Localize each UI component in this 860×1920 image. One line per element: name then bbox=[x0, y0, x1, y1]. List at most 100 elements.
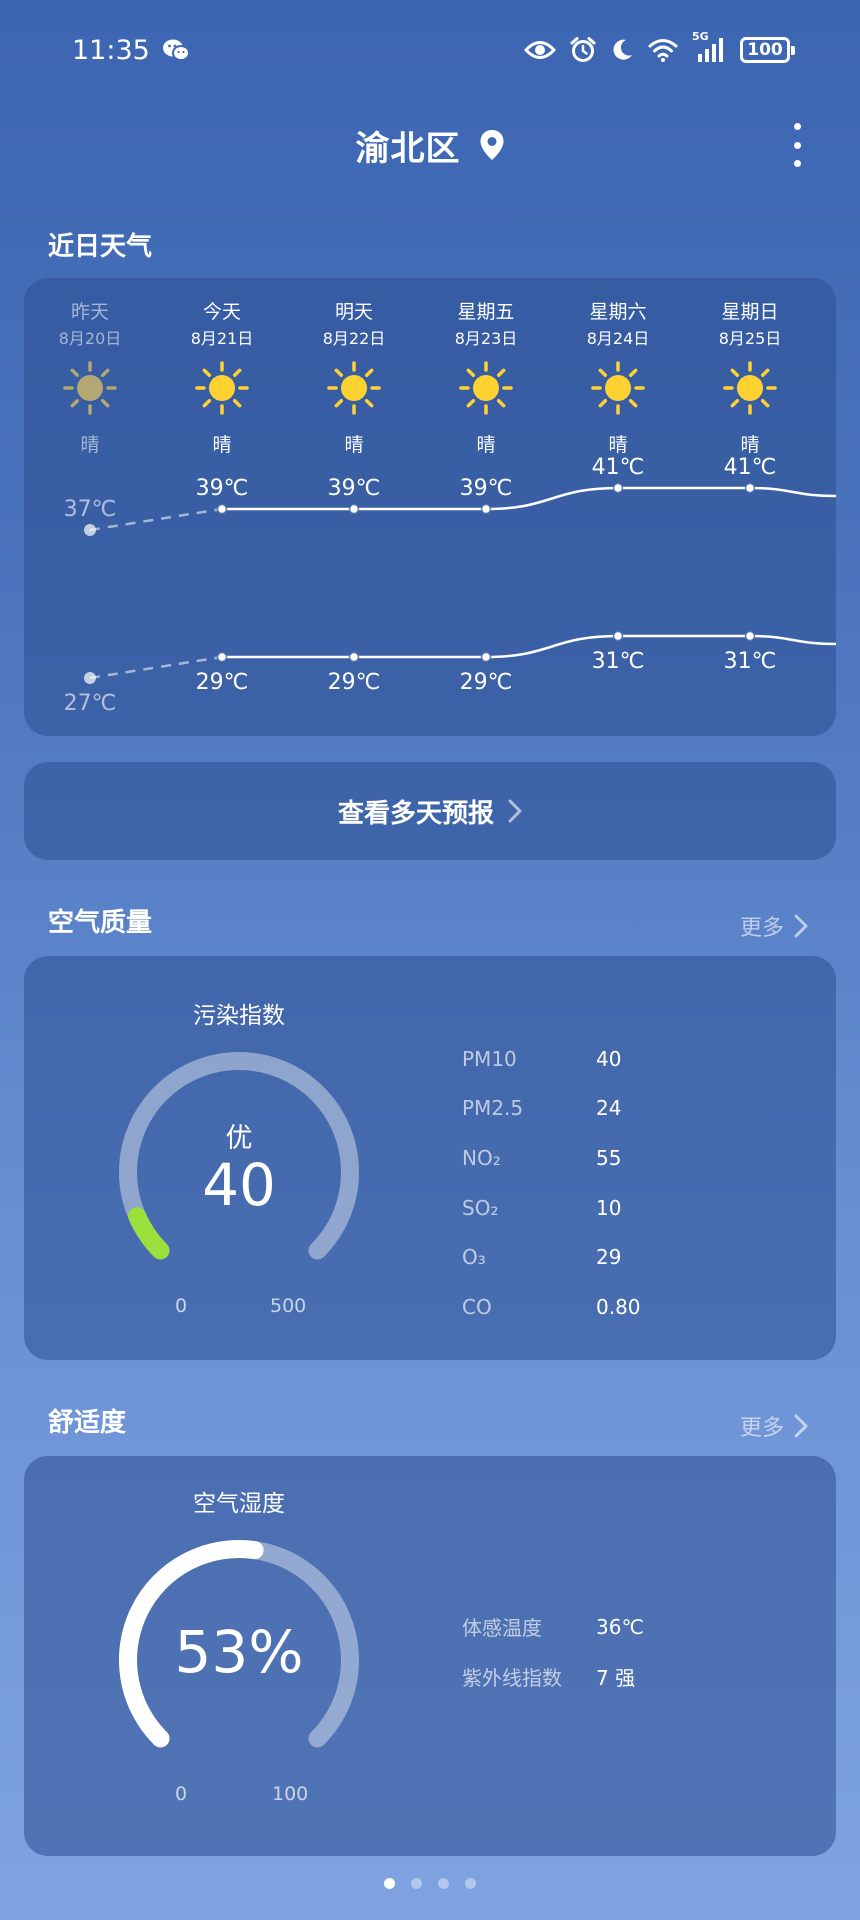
menu-dot-icon bbox=[793, 160, 801, 167]
battery-level: 100 bbox=[747, 40, 783, 60]
comfort-more-link[interactable]: 更多 bbox=[740, 1410, 808, 1442]
pollution-gauge-max: 500 bbox=[270, 1295, 307, 1317]
forecast-day-condition: 晴 bbox=[476, 434, 496, 456]
page-dot[interactable] bbox=[384, 1878, 395, 1889]
high-temperature-yesterday-segment bbox=[89, 507, 223, 532]
moon-icon bbox=[613, 39, 632, 60]
air-quality-section-title: 空气质量 bbox=[48, 908, 153, 938]
pollution-gauge-fill bbox=[128, 1207, 170, 1260]
page-dot[interactable] bbox=[411, 1878, 422, 1889]
pollutant-row: CO 0.80 bbox=[462, 1282, 641, 1332]
low-temperature-point bbox=[612, 630, 624, 642]
sunny-icon bbox=[591, 361, 645, 415]
high-temperature-label: 39℃ bbox=[196, 476, 249, 501]
pollutant-value: 10 bbox=[596, 1195, 622, 1220]
location-title[interactable]: 渝北区 bbox=[355, 128, 461, 169]
forecast-day-condition: 晴 bbox=[212, 434, 232, 456]
comfort-metric-row: 紫外线指数 7 强 bbox=[462, 1652, 644, 1702]
forecast-day-date: 8月23日 bbox=[454, 329, 518, 348]
pollution-index-title: 污染指数 bbox=[193, 1003, 285, 1029]
forecast-card[interactable]: 昨天 8月20日晴 今天 8月21日晴 明天 8月22日晴 星期五 8月23日晴 星期六 8月24… bbox=[24, 278, 836, 736]
comfort-metric-name: 体感温度 bbox=[462, 1616, 542, 1641]
menu-dot-icon bbox=[793, 141, 801, 149]
comfort-card[interactable]: 空气湿度 53% 0 100 体感温度 36℃ 紫外线指数 7 强 bbox=[24, 1456, 836, 1856]
low-temperature-label: 31℃ bbox=[724, 649, 777, 674]
pollutant-row: SO₂ 10 bbox=[462, 1183, 641, 1233]
forecast-day[interactable]: 星期日 8月25日晴 bbox=[695, 298, 805, 457]
chevron-right-icon bbox=[508, 799, 522, 823]
location-header: 渝北区 bbox=[0, 115, 860, 175]
pollutant-name: PM2.5 bbox=[462, 1096, 524, 1121]
high-temperature-line bbox=[222, 486, 836, 511]
pollution-index-value: 40 bbox=[202, 1151, 276, 1219]
forecast-day[interactable]: 今天 8月21日晴 bbox=[167, 298, 277, 457]
humidity-gauge-fill bbox=[119, 1540, 264, 1748]
battery-indicator: 100 bbox=[740, 37, 795, 63]
location-pin-icon[interactable] bbox=[479, 129, 505, 161]
pollutant-row: PM10 40 bbox=[462, 1034, 641, 1084]
comfort-section-title: 舒适度 bbox=[48, 1408, 127, 1438]
low-temperature-label: 27℃ bbox=[64, 691, 117, 716]
air-quality-more-link[interactable]: 更多 bbox=[740, 910, 808, 942]
forecast-day-condition: 晴 bbox=[608, 434, 628, 456]
forecast-day[interactable]: 明天 8月22日晴 bbox=[299, 298, 409, 457]
pollution-gauge bbox=[119, 1052, 359, 1260]
air-quality-more-label: 更多 bbox=[739, 916, 784, 941]
forecast-days: 昨天 8月20日晴 今天 8月21日晴 明天 8月22日晴 星期五 8月23日晴 星期六 8月24… bbox=[24, 298, 836, 498]
pollutant-value: 29 bbox=[596, 1245, 622, 1270]
humidity-value: 53% bbox=[174, 1618, 304, 1686]
pollutant-name: O₃ bbox=[462, 1245, 486, 1270]
low-temperature-label: 29℃ bbox=[196, 670, 249, 695]
forecast-day-name: 昨天 bbox=[70, 301, 109, 323]
humidity-gauge-min: 0 bbox=[175, 1783, 188, 1805]
page-dot[interactable] bbox=[438, 1878, 449, 1889]
high-temperature-label: 39℃ bbox=[328, 476, 381, 501]
more-options-button[interactable] bbox=[784, 123, 810, 167]
forecast-day[interactable]: 星期五 8月23日晴 bbox=[431, 298, 541, 457]
forecast-day-date: 8月21日 bbox=[190, 329, 254, 348]
forecast-day-name: 星期六 bbox=[589, 301, 647, 323]
sunny-icon bbox=[63, 361, 117, 415]
low-temperature-point bbox=[744, 630, 756, 642]
humidity-gauge bbox=[119, 1540, 359, 1748]
high-temperature-label: 37℃ bbox=[64, 497, 117, 522]
forecast-day-condition: 晴 bbox=[80, 434, 100, 456]
forecast-day-date: 8月20日 bbox=[58, 329, 122, 348]
high-temperature-point bbox=[348, 503, 360, 515]
page-dot[interactable] bbox=[465, 1878, 476, 1889]
low-temperature-point bbox=[84, 672, 96, 684]
comfort-metric-name: 紫外线指数 bbox=[462, 1665, 562, 1690]
pollutant-value: 40 bbox=[596, 1046, 622, 1071]
cellular-signal: 5G bbox=[692, 30, 726, 62]
temperature-chart: 37℃ 39℃ 39℃ 39℃ 41℃ 41℃ 27℃ 29℃ 29℃ 29℃ 31℃ 31℃ bbox=[64, 455, 836, 716]
status-right: 5G 100 bbox=[524, 30, 795, 63]
comfort-metric-row: 体感温度 36℃ bbox=[462, 1602, 644, 1652]
pollution-gauge-track bbox=[119, 1052, 359, 1260]
low-temperature-label: 29℃ bbox=[460, 670, 513, 695]
comfort-more-label: 更多 bbox=[739, 1416, 784, 1441]
status-bar: 11:35 5G bbox=[0, 0, 860, 100]
forecast-day-name: 明天 bbox=[334, 301, 373, 323]
page-indicator[interactable] bbox=[0, 1878, 860, 1889]
pollutant-value: 24 bbox=[596, 1096, 622, 1121]
forecast-day-date: 8月25日 bbox=[718, 329, 782, 348]
air-quality-card[interactable]: 污染指数 优 40 0 500 PM10 40 PM2.5 24 NO₂ 55 … bbox=[24, 956, 836, 1360]
low-temperature-label: 31℃ bbox=[592, 649, 645, 674]
high-temperature-point bbox=[480, 503, 492, 515]
alarm-icon bbox=[570, 37, 596, 62]
sunny-icon bbox=[327, 361, 381, 415]
forecast-day[interactable]: 昨天 8月20日晴 bbox=[35, 298, 145, 457]
high-temperature-point bbox=[612, 482, 624, 494]
chevron-right-icon bbox=[794, 914, 808, 938]
status-time: 11:35 bbox=[72, 34, 150, 66]
forecast-day[interactable]: 星期六 8月24日晴 bbox=[563, 298, 673, 457]
forecast-day-condition: 晴 bbox=[740, 434, 760, 456]
more-days-forecast-button[interactable]: 查看多天预报 bbox=[24, 762, 836, 860]
high-temperature-label: 41℃ bbox=[724, 455, 777, 480]
chevron-right-icon bbox=[794, 1414, 808, 1438]
wechat-icon bbox=[162, 39, 190, 61]
forecast-day-condition: 晴 bbox=[344, 434, 364, 456]
high-temperature-point bbox=[744, 482, 756, 494]
low-temperature-point bbox=[216, 651, 228, 663]
sunny-icon bbox=[195, 361, 249, 415]
